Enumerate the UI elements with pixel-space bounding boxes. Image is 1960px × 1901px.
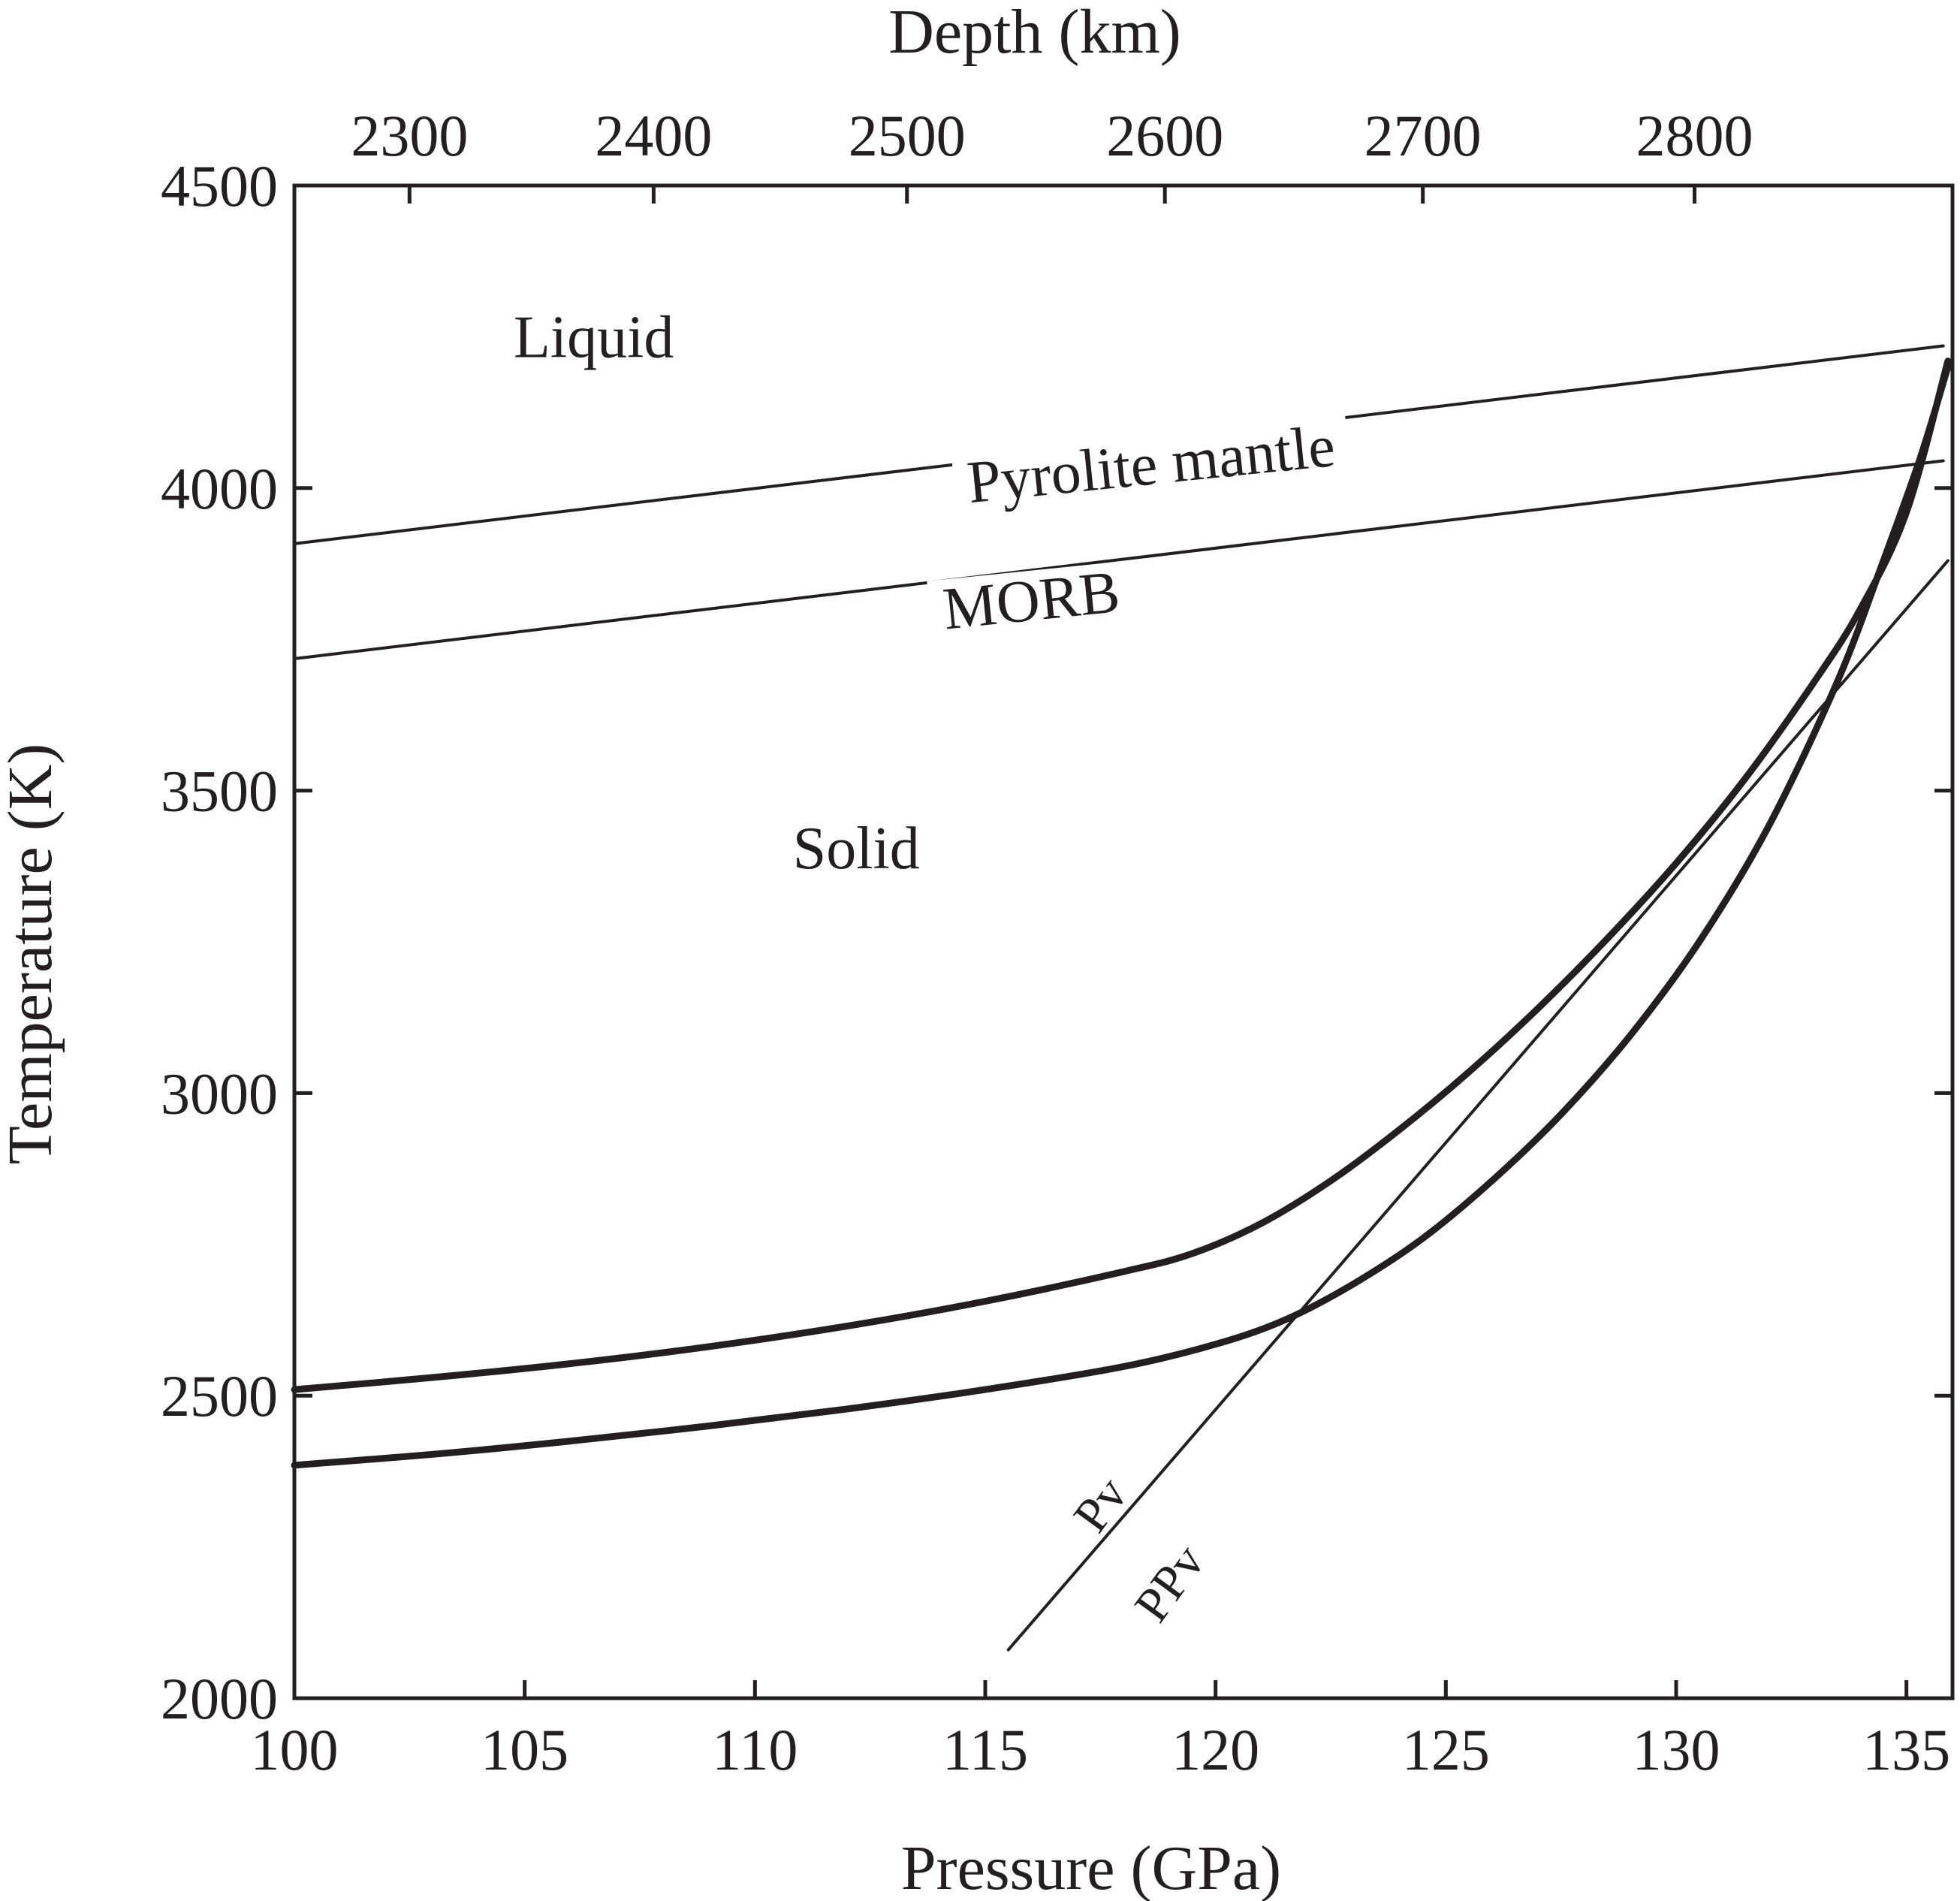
series-line-4 bbox=[291, 358, 1952, 1393]
morb-line-label-text: MORB bbox=[940, 559, 1123, 642]
x-tick-label: 105 bbox=[481, 1717, 568, 1782]
x-tick-label: 125 bbox=[1402, 1717, 1490, 1782]
morb-line bbox=[293, 459, 1945, 660]
top-axis-title: Depth (km) bbox=[888, 0, 1181, 67]
top-tick-label: 2600 bbox=[1106, 103, 1223, 168]
phase-label-pv: Pv bbox=[1063, 1468, 1138, 1542]
y-tick-label: 4000 bbox=[161, 456, 278, 521]
phase-label-text: PPv bbox=[1124, 1535, 1216, 1632]
top-tick-label: 2500 bbox=[849, 103, 966, 168]
y-tick-label: 3000 bbox=[161, 1061, 278, 1126]
plot-frame bbox=[292, 183, 1955, 1700]
pyrolite-mantle-line-label: Pyrolite mantle bbox=[951, 413, 1352, 516]
y-tick-label: 2500 bbox=[161, 1363, 278, 1429]
pyrolite-mantle-line-label-text: Pyrolite mantle bbox=[964, 413, 1337, 516]
top-tick-label: 2300 bbox=[351, 103, 468, 168]
plot-border bbox=[292, 183, 1955, 1700]
x-tick-label: 120 bbox=[1171, 1717, 1259, 1782]
top-tick-label: 2400 bbox=[595, 103, 712, 168]
x-tick-label: 135 bbox=[1862, 1717, 1950, 1782]
y-axis-title: Temperature (K) bbox=[0, 744, 65, 1165]
x-tick-label: 100 bbox=[251, 1717, 339, 1782]
x-tick-label: 130 bbox=[1633, 1717, 1720, 1782]
pyrolite-mantle-line-label-mask bbox=[951, 415, 1352, 514]
phase-label-text: Pv bbox=[1063, 1468, 1138, 1542]
y-tick-label: 4500 bbox=[161, 153, 278, 219]
series-group bbox=[291, 344, 1952, 1652]
x-tick-label: 115 bbox=[942, 1717, 1028, 1782]
axis-ticks: 100 105 110 115 120 125 130 135 2000 2500 3000 3500… bbox=[161, 103, 1952, 1782]
top-tick-label: 2700 bbox=[1364, 103, 1482, 168]
region-label-liquid: Liquid bbox=[514, 304, 674, 370]
series-line-3 bbox=[1006, 559, 1949, 1652]
phase-label-ppv: PPv bbox=[1124, 1535, 1216, 1632]
x-axis-title: Pressure (GPa) bbox=[901, 1833, 1281, 1901]
series-line-5 bbox=[291, 364, 1952, 1469]
morb-line-label: MORB bbox=[927, 559, 1136, 643]
y-tick-label: 2000 bbox=[161, 1666, 278, 1731]
y-tick-label: 3500 bbox=[161, 759, 278, 824]
x-tick-label: 110 bbox=[712, 1717, 798, 1782]
morb-line-label-mask bbox=[927, 560, 1136, 641]
top-tick-label: 2800 bbox=[1636, 103, 1753, 168]
region-label-solid: Solid bbox=[793, 816, 920, 882]
